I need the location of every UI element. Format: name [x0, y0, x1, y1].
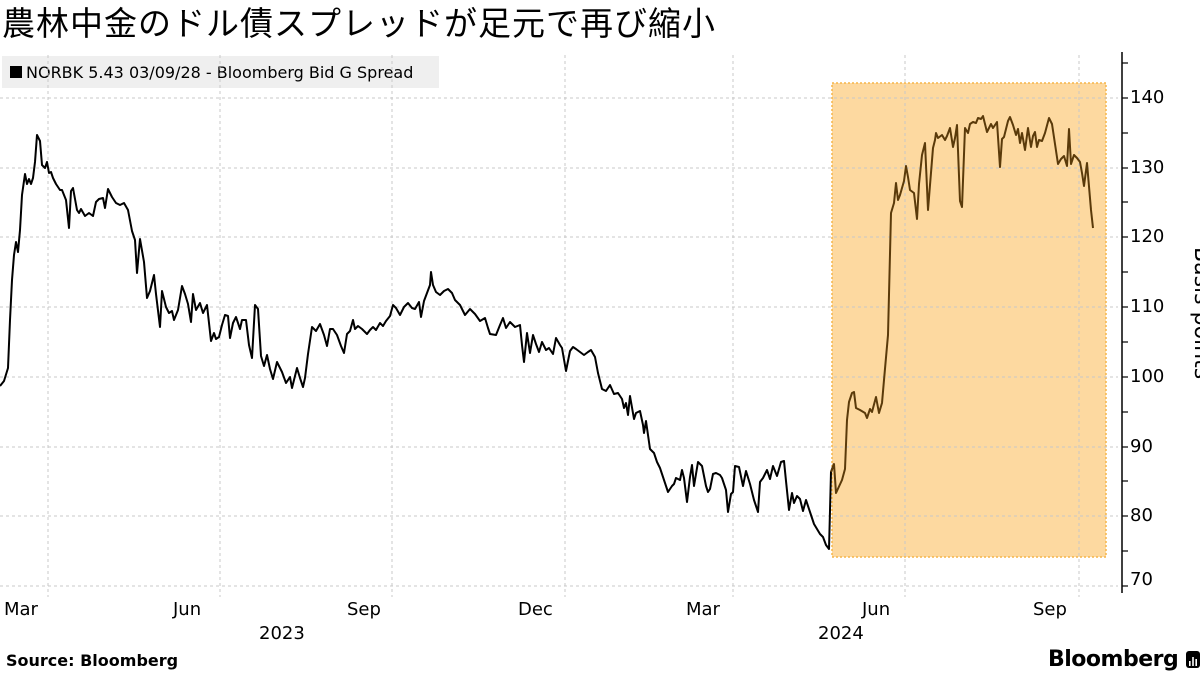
x-gridlines — [47, 55, 1080, 597]
legend-swatch-icon — [10, 66, 22, 78]
brand-name: Bloomberg — [1048, 647, 1179, 672]
y-tick-label: 120 — [1130, 226, 1165, 247]
brand-logo: Bloomberg — [1048, 647, 1200, 672]
x-tick-label: Jun — [173, 599, 202, 620]
y-tick-label: 90 — [1130, 436, 1153, 457]
x-tick-label: Jun — [862, 599, 891, 620]
y-axis-title: Basis points — [1170, 235, 1200, 395]
bloomberg-logo-icon — [1186, 651, 1200, 668]
x-tick-label: Sep — [1033, 599, 1067, 620]
year-label: 2023 — [259, 623, 305, 644]
y-tick-label: 80 — [1130, 505, 1153, 526]
highlight-region — [831, 82, 1107, 558]
series-line — [0, 134, 835, 550]
x-tick-label: Mar — [4, 599, 38, 620]
y-tick-label: 140 — [1130, 87, 1165, 108]
series-line-highlight — [830, 115, 1094, 494]
y-tick-label: 110 — [1130, 296, 1165, 317]
y-axis-ticks — [1122, 62, 1128, 587]
x-tick-label: Sep — [347, 599, 381, 620]
source-note: Source: Bloomberg — [6, 651, 179, 670]
year-label: 2024 — [818, 623, 864, 644]
y-tick-label: 100 — [1130, 366, 1165, 387]
legend-label: NORBK 5.43 03/09/28 - Bloomberg Bid G Sp… — [26, 62, 414, 82]
chart-title: 農林中金のドル債スプレッドが足元で再び縮小 — [2, 4, 716, 43]
y-tick-label: 130 — [1130, 157, 1165, 178]
x-tick-label: Mar — [686, 599, 720, 620]
y-axis-title-text: Basis points — [1189, 247, 1200, 380]
x-tick-label: Dec — [518, 599, 553, 620]
y-tick-label: 70 — [1130, 569, 1153, 590]
